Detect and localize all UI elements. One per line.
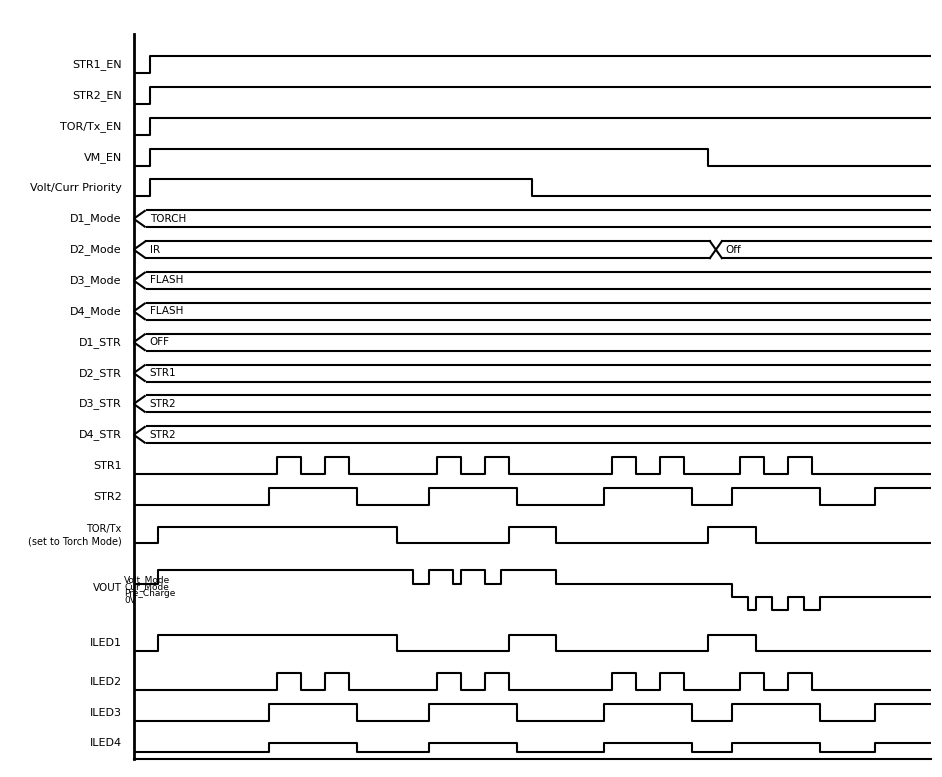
Text: STR2: STR2 — [93, 492, 122, 501]
Text: ILED2: ILED2 — [89, 677, 122, 687]
Text: Cur_Mode: Cur_Mode — [124, 582, 169, 591]
Text: TOR/Tx
(set to Torch Mode): TOR/Tx (set to Torch Mode) — [28, 524, 122, 546]
Text: STR2: STR2 — [150, 430, 176, 440]
Text: FLASH: FLASH — [150, 306, 183, 316]
Text: FLASH: FLASH — [150, 276, 183, 285]
Text: D4_STR: D4_STR — [79, 430, 122, 441]
Text: ILED3: ILED3 — [89, 708, 122, 717]
Text: OFF: OFF — [150, 337, 170, 347]
Text: STR2_EN: STR2_EN — [72, 90, 122, 101]
Text: STR2: STR2 — [150, 399, 176, 409]
Text: ILED4: ILED4 — [89, 738, 122, 748]
Text: TORCH: TORCH — [150, 214, 186, 224]
Text: D4_Mode: D4_Mode — [70, 306, 122, 317]
Text: VOUT: VOUT — [92, 583, 122, 593]
Text: Volt/Curr Priority: Volt/Curr Priority — [30, 183, 122, 193]
Text: D2_STR: D2_STR — [79, 368, 122, 378]
Text: Pre_Charge: Pre_Charge — [124, 589, 175, 598]
Text: D1_STR: D1_STR — [79, 336, 122, 347]
Text: VM_EN: VM_EN — [84, 152, 122, 162]
Text: ILED1: ILED1 — [89, 638, 122, 648]
Text: Off: Off — [726, 245, 741, 255]
Text: Volt_Mode: Volt_Mode — [124, 575, 171, 584]
Text: STR1_EN: STR1_EN — [73, 59, 122, 70]
Text: STR1: STR1 — [93, 461, 122, 471]
Text: D3_Mode: D3_Mode — [71, 275, 122, 286]
Text: D1_Mode: D1_Mode — [71, 214, 122, 225]
Text: TOR/Tx_EN: TOR/Tx_EN — [60, 120, 122, 131]
Text: IR: IR — [150, 245, 160, 255]
Text: D3_STR: D3_STR — [79, 399, 122, 409]
Text: 0V: 0V — [124, 596, 136, 605]
Text: D2_Mode: D2_Mode — [70, 244, 122, 255]
Text: STR1: STR1 — [150, 368, 176, 378]
